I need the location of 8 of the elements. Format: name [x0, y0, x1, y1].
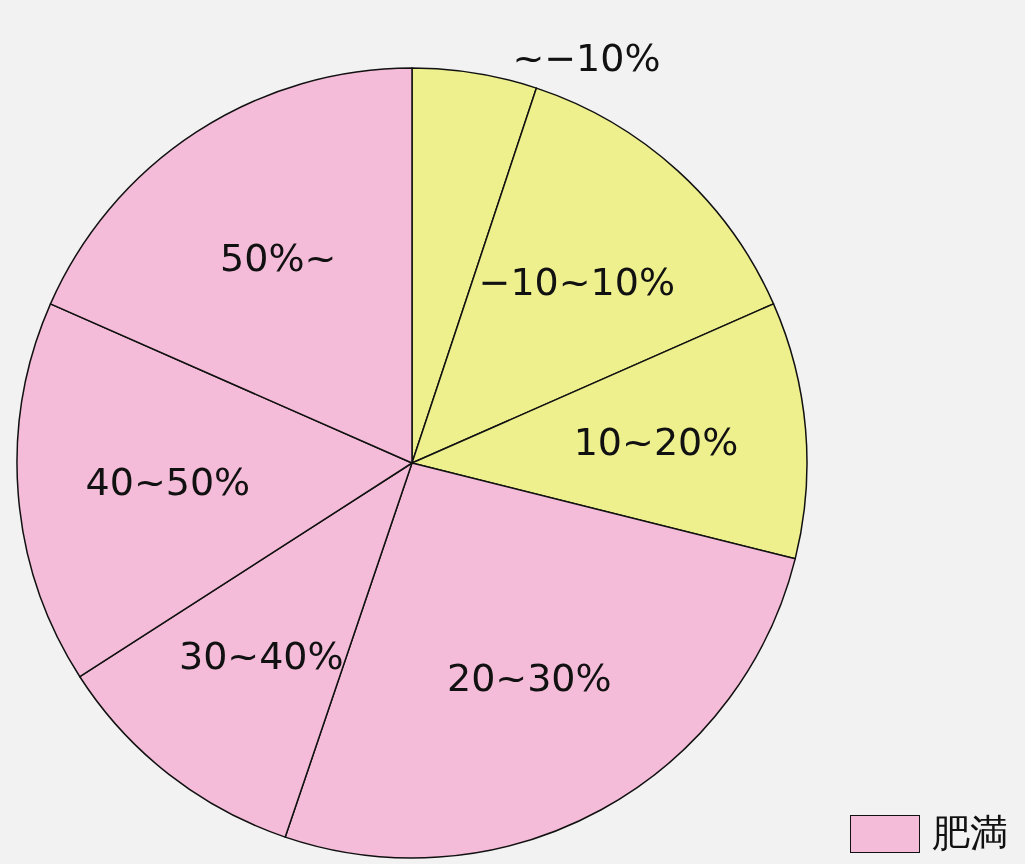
- slice-label: 30~40%: [178, 634, 344, 679]
- slice-label: 40~50%: [85, 460, 251, 505]
- slice-label: 50%~: [220, 235, 337, 280]
- slice-label: 20~30%: [446, 655, 612, 700]
- slice-label: −10~10%: [478, 259, 676, 304]
- text: 肥満: [932, 810, 1008, 857]
- slice-label: ~−10%: [512, 36, 661, 81]
- slice-label: 10~20%: [573, 420, 739, 465]
